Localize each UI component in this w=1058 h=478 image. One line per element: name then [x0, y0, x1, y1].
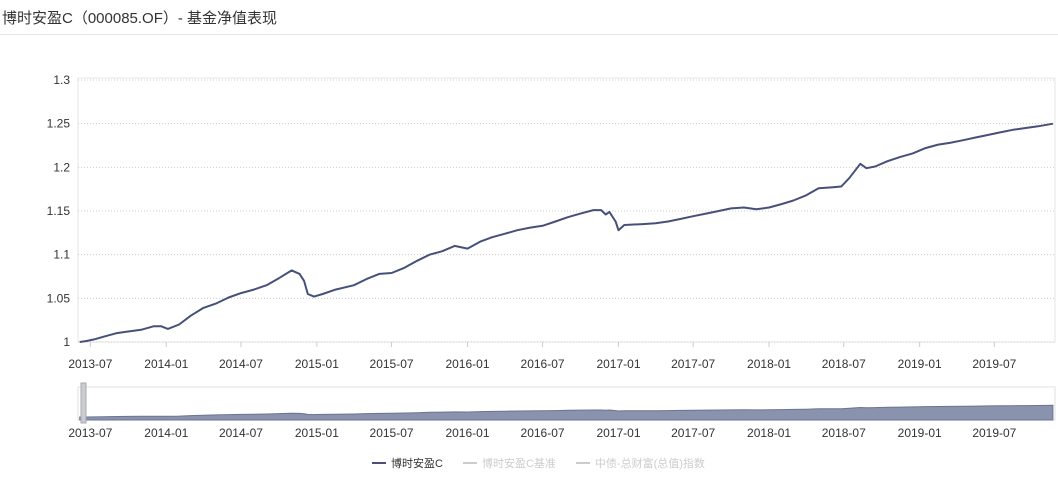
- legend-label-bond-index: 中债-总财富(总值)指数: [594, 458, 705, 470]
- x-tick-label: 2013-07: [68, 357, 112, 371]
- navigator-x-tick-label: 2014-01: [144, 426, 188, 440]
- x-tick-label: 2017-01: [596, 357, 640, 371]
- navigator-x-tick-label: 2015-07: [370, 426, 414, 440]
- page-title: 博时安盈C（000085.OF）- 基金净值表现: [2, 10, 278, 27]
- legend-label-fund: 博时安盈C: [391, 458, 443, 470]
- y-tick-label: 1.2: [53, 160, 70, 174]
- y-tick-label: 1.3: [53, 73, 70, 87]
- navigator-handle-left: [80, 382, 87, 424]
- legend: 博时安盈C 博时安盈C基准 中债-总财富(总值)指数: [372, 455, 705, 471]
- y-tick-label: 1.1: [53, 248, 70, 262]
- navigator-x-tick-label: 2018-07: [822, 426, 866, 440]
- navigator-x-tick-label: 2015-01: [295, 426, 339, 440]
- y-tick-label: 1.05: [47, 291, 71, 305]
- nav-chart[interactable]: 1 1.05 1.1 1.15 1.2 1.25 1.3 2013-07 2013-07 2014…: [0, 0, 1058, 455]
- navigator-x-tick-label: 2016-07: [521, 426, 565, 440]
- x-tick-label: 2014-01: [144, 357, 188, 371]
- plot-area: [77, 77, 1056, 343]
- x-tick-label: 2018-07: [822, 357, 866, 371]
- navigator-x-tick-label: 2017-07: [671, 426, 715, 440]
- navigator-x-tick-label: 2018-01: [747, 426, 791, 440]
- x-tick-label: 2016-01: [445, 357, 489, 371]
- navigator-x-tick-label: 2016-01: [445, 426, 489, 440]
- y-tick-label: 1: [63, 335, 70, 349]
- y-tick-label: 1.25: [47, 117, 71, 131]
- navigator-x-tick-label: 2017-01: [596, 426, 640, 440]
- x-tick-label: 2019-07: [972, 357, 1016, 371]
- x-tick-label: 2018-01: [747, 357, 791, 371]
- x-tick-label: 2015-07: [370, 357, 414, 371]
- x-tick-label: 2014-07: [219, 357, 263, 371]
- x-tick-label: 2019-01: [898, 357, 942, 371]
- y-tick-label: 1.15: [47, 204, 71, 218]
- legend-swatch-bond-index: [575, 462, 590, 464]
- legend-item-bond-index[interactable]: 中债-总财富(总值)指数: [575, 455, 705, 471]
- navigator-x-tick-label: 2013-07: [68, 426, 112, 440]
- navigator-x-tick-label: 2014-07: [219, 426, 263, 440]
- legend-item-benchmark[interactable]: 博时安盈C基准: [462, 455, 556, 471]
- navigator-x-tick-label: 2019-01: [898, 426, 942, 440]
- x-tick-label: 2016-07: [521, 357, 565, 371]
- legend-swatch-fund: [372, 462, 386, 464]
- legend-label-benchmark: 博时安盈C基准: [481, 458, 556, 470]
- legend-swatch-benchmark: [462, 462, 477, 464]
- title-bar: 博时安盈C（000085.OF）- 基金净值表现: [0, 0, 1058, 35]
- x-tick-label: 2017-07: [671, 357, 715, 371]
- navigator-x-tick-label: 2019-07: [972, 426, 1016, 440]
- navigator-series-area: [79, 404, 1054, 421]
- x-tick-label: 2015-01: [295, 357, 339, 371]
- series-line-fund: [79, 122, 1054, 343]
- legend-item-fund[interactable]: 博时安盈C: [372, 455, 443, 471]
